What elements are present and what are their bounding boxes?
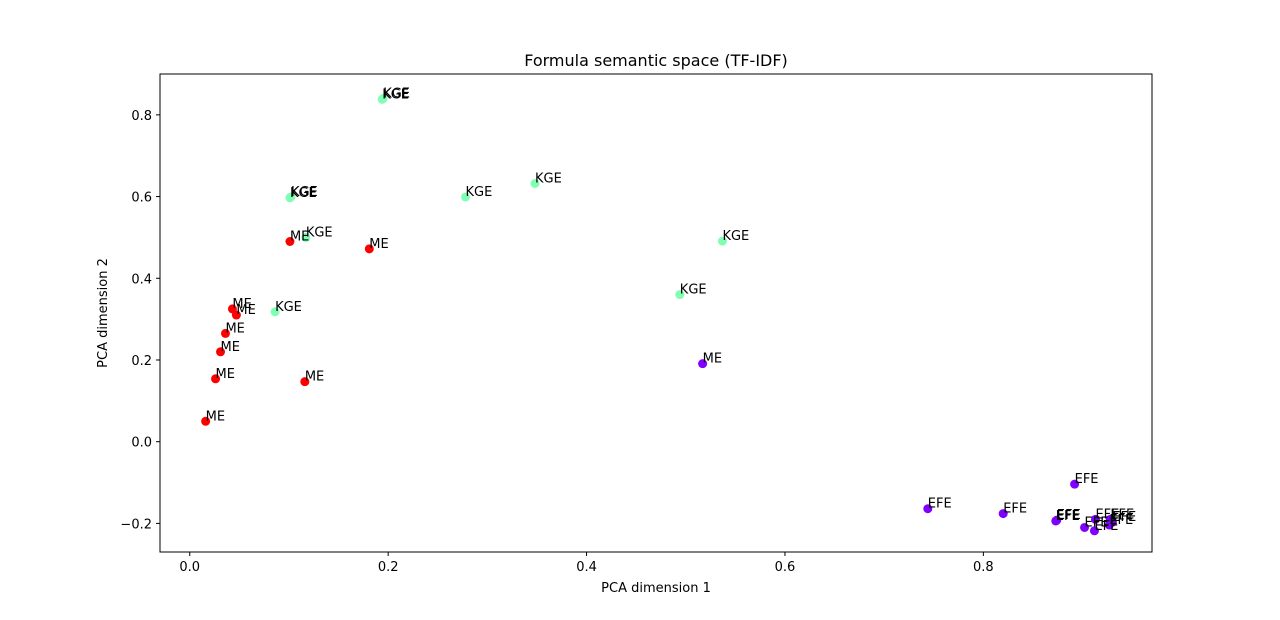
point-label: EFE	[1085, 515, 1109, 530]
point-label: KGE	[275, 300, 302, 315]
chart-title: Formula semantic space (TF-IDF)	[524, 51, 788, 70]
data-point	[216, 347, 226, 357]
data-point	[300, 377, 310, 387]
y-axis-label: PCA dimension 2	[96, 258, 111, 368]
data-point	[378, 94, 388, 104]
data-point	[201, 416, 211, 426]
data-point	[461, 192, 471, 202]
data-point	[530, 178, 540, 188]
point-label: KGE	[291, 185, 318, 200]
point-label: ME	[305, 370, 324, 385]
x-tick-label: 0.6	[775, 560, 796, 575]
data-point	[231, 310, 241, 320]
y-axis: −0.2 0.0 0.2 0.4 0.6 0.8	[120, 109, 160, 532]
plot-area	[159, 73, 1153, 553]
y-tick-label: 0.4	[131, 272, 152, 287]
x-tick-label: 0.0	[179, 560, 200, 575]
data-point	[211, 374, 221, 384]
point-label: KGE	[382, 87, 409, 102]
data-point	[717, 236, 727, 246]
x-tick-label: 0.4	[576, 560, 597, 575]
y-tick-label: 0.6	[131, 191, 152, 206]
y-tick-label: 0.2	[131, 354, 152, 369]
x-axis-label: PCA dimension 1	[601, 581, 711, 596]
point-label: EFE	[1110, 507, 1134, 522]
point-label: EFE	[1112, 510, 1136, 525]
point-label: ME	[703, 352, 722, 367]
data-point	[286, 192, 296, 202]
point-label: KGE	[466, 185, 493, 200]
point-label: ME	[221, 340, 240, 355]
point-label: KGE	[383, 87, 410, 102]
point-label: KGE	[722, 229, 749, 244]
y-tick-label: −0.2	[120, 517, 152, 532]
point-label: EFE	[1094, 519, 1118, 534]
point-label: ME	[232, 297, 251, 312]
point-label: KGE	[535, 171, 562, 186]
point-label: EFE	[1075, 472, 1099, 487]
data-point	[1104, 520, 1114, 530]
data-point	[1070, 479, 1080, 489]
data-point	[1089, 526, 1099, 536]
point-label: EFE	[1003, 502, 1027, 517]
data-point	[364, 244, 374, 254]
data-point	[285, 237, 295, 247]
point-label: ME	[216, 367, 235, 382]
point-label: ME	[290, 230, 309, 245]
data-point	[1052, 515, 1062, 525]
point-label: ME	[206, 409, 225, 424]
data-point	[698, 359, 708, 369]
point-label: EFE	[1057, 508, 1081, 523]
data-point	[270, 307, 280, 317]
point-label: EFE	[1056, 509, 1080, 524]
y-tick-label: 0.8	[131, 109, 152, 124]
data-point	[998, 509, 1008, 519]
data-point	[675, 290, 685, 300]
point-label: EFE	[1095, 507, 1119, 522]
point-label: KGE	[306, 225, 333, 240]
x-tick-label: 0.8	[973, 560, 994, 575]
data-point	[220, 328, 230, 338]
y-tick-label: 0.0	[131, 436, 152, 451]
point-label: KGE	[290, 186, 317, 201]
data-points	[201, 94, 1117, 536]
point-label: ME	[236, 303, 255, 318]
point-label: EFE	[1109, 513, 1133, 528]
point-label: ME	[369, 237, 388, 252]
plot-frame	[159, 73, 1153, 553]
point-label: ME	[225, 321, 244, 336]
x-tick-label: 0.2	[378, 560, 399, 575]
data-point	[923, 504, 933, 514]
data-point	[1080, 522, 1090, 532]
data-point	[1090, 514, 1100, 524]
x-axis: 0.0 0.2 0.4 0.6 0.8	[179, 552, 994, 575]
point-label: EFE	[928, 497, 952, 512]
point-label: KGE	[680, 283, 707, 298]
data-point	[301, 232, 311, 242]
